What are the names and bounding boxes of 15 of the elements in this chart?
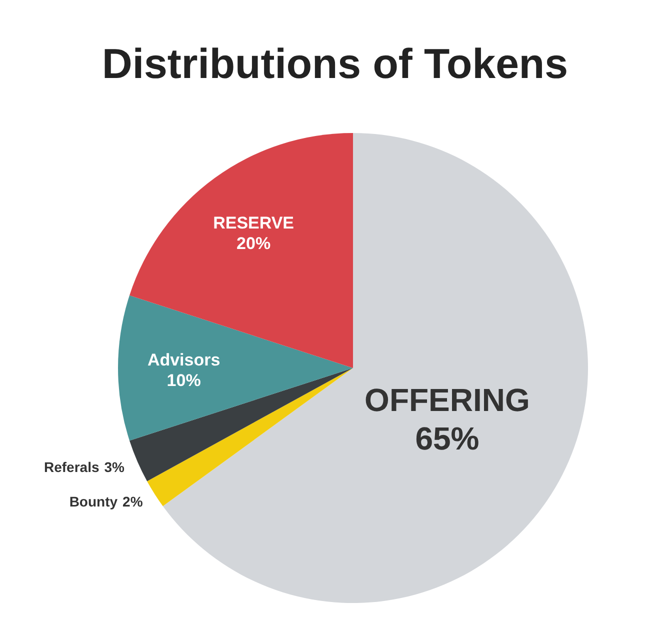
slice-label: RESERVE — [213, 214, 294, 233]
slice-label: OFFERING — [364, 382, 530, 418]
data-label: 20% — [236, 234, 271, 253]
pie-slice — [147, 368, 353, 506]
data-label: 10% — [166, 370, 201, 390]
slice-label: Advisors — [147, 350, 220, 370]
pie-slice — [130, 368, 353, 482]
data-label: 2% — [122, 493, 144, 510]
chart-title: Distributions of Tokens — [102, 40, 568, 87]
slice-label: Bounty — [69, 493, 118, 510]
data-label: 3% — [104, 458, 126, 475]
pie-slice — [130, 133, 353, 368]
data-label: 65% — [415, 420, 480, 457]
slice-label: Referals — [44, 458, 100, 475]
pie-slice — [118, 295, 353, 441]
